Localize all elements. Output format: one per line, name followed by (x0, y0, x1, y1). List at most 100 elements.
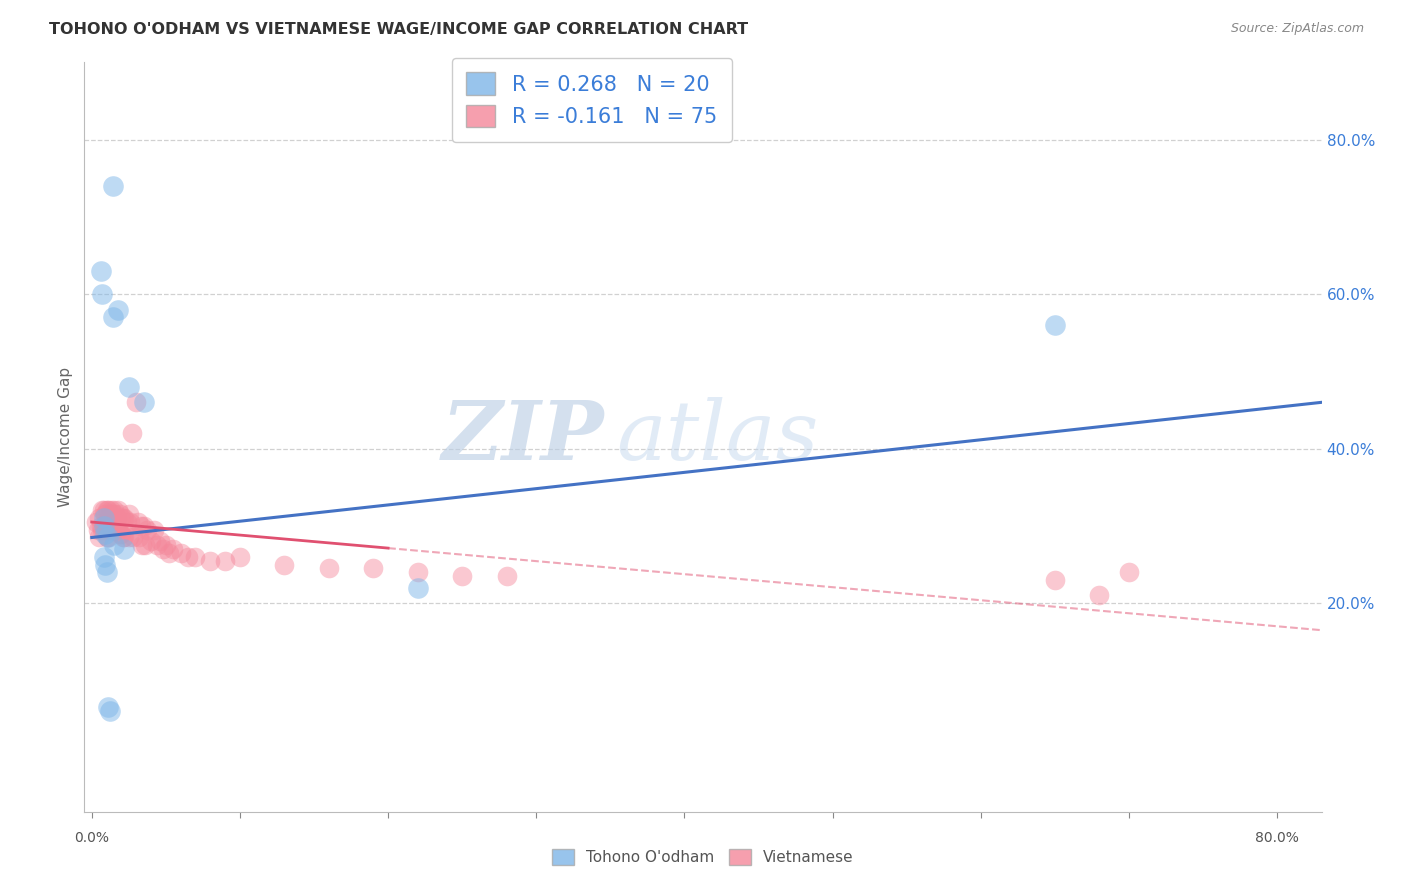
Point (97, 700, 120, 714)
Point (86, 523, 108, 537)
Point (132, 519, 155, 533)
Point (91, 287, 114, 301)
Point (89, 511, 111, 525)
Point (157, 546, 180, 560)
Point (122, 531, 145, 545)
Point (177, 549, 200, 564)
Point (94, 526, 117, 541)
Point (273, 558, 295, 572)
Point (112, 511, 135, 525)
Point (90, 519, 112, 533)
Point (98, 704, 121, 718)
Point (146, 538, 169, 552)
Point (111, 531, 134, 545)
Point (162, 542, 184, 557)
Point (100, 503, 122, 517)
Point (94, 558, 117, 572)
Point (107, 302, 129, 317)
Point (105, 511, 128, 525)
Point (318, 561, 340, 575)
Point (129, 519, 152, 533)
Point (94, 523, 117, 537)
Point (96, 531, 118, 545)
Point (112, 542, 135, 557)
Legend: Tohono O'odham, Vietnamese: Tohono O'odham, Vietnamese (546, 843, 860, 871)
Point (451, 569, 474, 583)
Point (1118, 566, 1140, 580)
Point (363, 561, 385, 575)
Point (118, 380, 141, 394)
Point (104, 523, 127, 537)
Text: 0.0%: 0.0% (75, 831, 110, 845)
Point (93, 503, 115, 517)
Point (98, 523, 121, 537)
Point (170, 546, 193, 560)
Point (101, 310, 124, 325)
Point (406, 581, 429, 595)
Point (127, 515, 149, 529)
Text: ZIP: ZIP (441, 397, 605, 477)
Point (84, 515, 107, 529)
Point (214, 554, 236, 568)
Point (108, 526, 131, 541)
Point (406, 566, 429, 580)
Point (94, 508, 117, 522)
Point (101, 508, 124, 522)
Point (93, 519, 115, 533)
Point (155, 538, 177, 552)
Text: atlas: atlas (616, 397, 818, 477)
Point (1043, 318, 1066, 332)
Point (118, 508, 141, 522)
Point (200, 554, 222, 568)
Point (103, 538, 125, 552)
Point (128, 531, 150, 545)
Point (91, 523, 114, 537)
Point (93, 511, 115, 525)
Point (143, 523, 166, 537)
Point (97, 515, 120, 529)
Point (96, 503, 118, 517)
Point (107, 503, 129, 517)
Point (93, 549, 115, 564)
Point (117, 515, 139, 529)
Point (149, 534, 172, 549)
Point (107, 523, 129, 537)
Text: 80.0%: 80.0% (1256, 831, 1299, 845)
Point (112, 531, 135, 545)
Point (134, 538, 156, 552)
Point (1043, 573, 1066, 587)
Point (103, 503, 125, 517)
Point (97, 531, 120, 545)
Point (152, 542, 174, 557)
Point (111, 511, 134, 525)
Point (108, 508, 131, 522)
Point (91, 503, 114, 517)
Point (132, 395, 155, 409)
Point (100, 519, 122, 533)
Point (101, 179, 124, 194)
Point (89, 531, 111, 545)
Point (98, 508, 121, 522)
Point (1088, 589, 1111, 603)
Point (131, 538, 153, 552)
Point (135, 523, 157, 537)
Point (110, 526, 132, 541)
Point (96, 566, 118, 580)
Point (96, 515, 118, 529)
Point (139, 534, 162, 549)
Point (121, 426, 143, 441)
Point (104, 508, 127, 522)
Point (97, 531, 120, 545)
Point (125, 395, 148, 409)
Point (90, 264, 112, 278)
Text: Source: ZipAtlas.com: Source: ZipAtlas.com (1230, 22, 1364, 36)
Point (93, 519, 115, 533)
Point (110, 511, 132, 525)
Point (118, 531, 141, 545)
Y-axis label: Wage/Income Gap: Wage/Income Gap (58, 367, 73, 508)
Point (101, 523, 124, 537)
Text: TOHONO O'ODHAM VS VIETNAMESE WAGE/INCOME GAP CORRELATION CHART: TOHONO O'ODHAM VS VIETNAMESE WAGE/INCOME… (49, 22, 748, 37)
Point (229, 549, 252, 564)
Point (495, 569, 517, 583)
Point (103, 519, 125, 533)
